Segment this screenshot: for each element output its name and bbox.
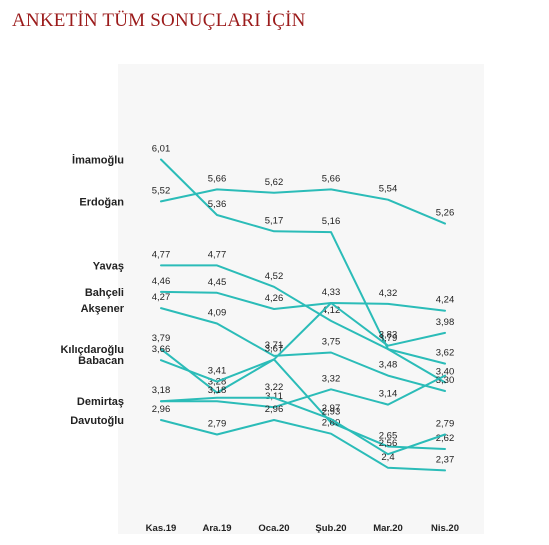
data-label-series-10-3: 3,22 bbox=[265, 382, 284, 393]
series-name-demirtas: Demirtaş bbox=[77, 396, 124, 408]
series-line-erdogan bbox=[160, 188, 446, 225]
data-label-series-10-6: 2,79 bbox=[436, 419, 455, 430]
data-label-demirtas-5: 3,14 bbox=[379, 389, 398, 400]
data-label-davutoglu-3: 2,96 bbox=[265, 404, 284, 415]
series-line-bahceli bbox=[160, 290, 446, 347]
series-line-kilicdaroglu bbox=[160, 302, 446, 394]
data-label-davutoglu-4: 2,80 bbox=[322, 418, 341, 429]
x-tick-label-6: Nis.20 bbox=[431, 523, 459, 534]
data-label-erdogan-4: 5,66 bbox=[322, 173, 341, 184]
x-tick-label-3: Oca.20 bbox=[258, 523, 289, 534]
data-label-babacan-1: 3,66 bbox=[152, 344, 171, 355]
series-name-i-mamoglu: İmamoğlu bbox=[72, 154, 124, 167]
series-line-babacan bbox=[160, 358, 446, 450]
x-tick-label-5: Mar.20 bbox=[373, 523, 403, 534]
series-line-series-10 bbox=[160, 396, 446, 456]
data-label-i-mamoglu-3: 5,17 bbox=[265, 215, 284, 226]
data-label-erdogan-6: 5,26 bbox=[436, 208, 455, 219]
data-label-erdogan-1: 5,52 bbox=[152, 185, 171, 196]
data-label-yavas-4: 4,12 bbox=[322, 305, 341, 316]
series-name-aksener: Akşener bbox=[81, 303, 125, 315]
x-tick-label-2: Ara.19 bbox=[202, 523, 231, 534]
data-label-kilicdaroglu-6: 4,24 bbox=[436, 295, 455, 306]
data-label-demirtas-1: 3,18 bbox=[152, 385, 171, 396]
data-label-kilicdaroglu-5: 4,32 bbox=[379, 288, 398, 299]
data-label-erdogan-3: 5,62 bbox=[265, 177, 284, 188]
data-label-erdogan-2: 5,66 bbox=[208, 173, 227, 184]
data-label-babacan-5: 2,65 bbox=[379, 431, 398, 442]
data-label-demirtas-3: 3,11 bbox=[265, 391, 283, 402]
series-name-bahceli: Bahçeli bbox=[85, 287, 124, 299]
data-label-series-10-5: 2,56 bbox=[379, 438, 398, 449]
data-label-demirtas-2: 3,18 bbox=[208, 385, 227, 396]
data-label-babacan-2: 3,41 bbox=[208, 366, 227, 377]
data-label-aksener-3: 3,71 bbox=[265, 340, 284, 351]
data-label-aksener-5: 3,48 bbox=[379, 360, 398, 371]
series-name-babacan: Babacan bbox=[78, 355, 124, 367]
data-label-bahceli-1: 4,46 bbox=[152, 276, 171, 287]
data-label-davutoglu-2: 2,79 bbox=[208, 419, 227, 430]
x-tick-label-1: Kas.19 bbox=[146, 523, 177, 534]
data-label-erdogan-5: 5,54 bbox=[379, 184, 398, 195]
data-label-yavas-3: 4,52 bbox=[265, 271, 284, 282]
data-label-yavas-2: 4,77 bbox=[208, 249, 227, 260]
data-label-bahceli-6: 3,98 bbox=[436, 317, 455, 328]
data-label-bahceli-5: 3,83 bbox=[379, 330, 398, 341]
data-label-aksener-6: 3,30 bbox=[436, 375, 455, 386]
data-label-bahceli-2: 4,45 bbox=[208, 277, 227, 288]
data-label-babacan-6: 2,62 bbox=[436, 433, 455, 444]
series-line-demirtas bbox=[160, 374, 446, 409]
chart-panel bbox=[118, 64, 484, 534]
series-line-aksener bbox=[160, 307, 446, 392]
data-label-babacan-4: 2,93 bbox=[322, 407, 341, 418]
data-label-davutoglu-5: 2,4 bbox=[381, 452, 394, 463]
data-label-i-mamoglu-4: 5,16 bbox=[322, 216, 341, 227]
data-label-aksener-2: 4,09 bbox=[208, 308, 227, 319]
data-label-kilicdaroglu-1: 3,79 bbox=[152, 333, 171, 344]
series-name-yavas: Yavaş bbox=[93, 260, 124, 272]
data-label-kilicdaroglu-3: 3,67 bbox=[265, 343, 284, 354]
data-label-i-mamoglu-5: 3,79 bbox=[379, 333, 398, 344]
data-label-bahceli-4: 4,33 bbox=[322, 287, 341, 298]
series-line-i-mamoglu bbox=[160, 158, 446, 384]
data-label-i-mamoglu-6: 3,40 bbox=[436, 366, 455, 377]
data-label-i-mamoglu-1: 6,01 bbox=[152, 144, 171, 155]
data-label-davutoglu-1: 2,96 bbox=[152, 404, 171, 415]
series-name-erdogan: Erdoğan bbox=[79, 196, 124, 208]
data-label-demirtas-4: 3,32 bbox=[322, 373, 341, 384]
page-title: ANKETİN TÜM SONUÇLARI İÇİN bbox=[12, 10, 306, 31]
data-label-davutoglu-6: 2,37 bbox=[436, 454, 455, 465]
series-line-yavas bbox=[160, 264, 446, 365]
series-name-kilicdaroglu: Kılıçdaroğlu bbox=[60, 344, 124, 356]
data-label-bahceli-3: 4,26 bbox=[265, 293, 284, 304]
data-label-i-mamoglu-2: 5,36 bbox=[208, 199, 227, 210]
data-label-aksener-4: 3,75 bbox=[322, 337, 341, 348]
series-line-davutoglu bbox=[160, 419, 446, 472]
series-name-davutoglu: Davutoğlu bbox=[70, 415, 124, 427]
data-label-yavas-1: 4,77 bbox=[152, 249, 171, 260]
x-tick-label-4: Şub.20 bbox=[315, 523, 346, 534]
data-label-aksener-1: 4,27 bbox=[152, 292, 171, 303]
data-label-yavas-6: 3,62 bbox=[436, 348, 455, 359]
data-label-series-10-4: 2,97 bbox=[322, 403, 341, 414]
